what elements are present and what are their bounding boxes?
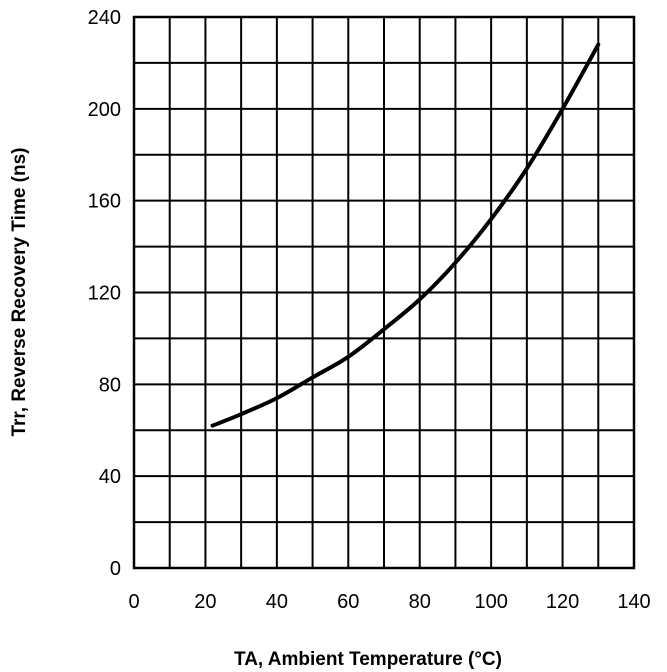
- y-tick-label: 200: [88, 99, 121, 121]
- x-tick-label: 100: [474, 591, 507, 613]
- plot-frame: [132, 15, 636, 570]
- x-tick-label: 0: [128, 591, 139, 613]
- series-layer: [210, 42, 601, 428]
- x-tick-label: 80: [409, 591, 431, 613]
- y-tick-label: 160: [88, 191, 121, 213]
- y-tick-label: 40: [99, 466, 121, 488]
- x-tick-label: 20: [194, 591, 216, 613]
- y-axis-title: Trr, Reverse Recovery Time (ns): [9, 147, 30, 436]
- y-tick-label: 120: [88, 283, 121, 305]
- x-tick-labels: 0 20 40 60 80 100 120 140: [128, 591, 650, 613]
- y-tick-label: 80: [99, 374, 121, 396]
- x-axis-title: TA, Ambient Temperature (°C): [234, 649, 502, 670]
- series-line: [210, 42, 601, 428]
- y-tick-label: 0: [110, 558, 121, 580]
- x-tick-label: 140: [617, 591, 650, 613]
- y-tick-labels: 0 40 80 120 160 200 240: [88, 7, 121, 580]
- x-tick-label: 60: [337, 591, 359, 613]
- x-tick-label: 40: [266, 591, 288, 613]
- x-tick-label: 120: [546, 591, 579, 613]
- y-tick-label: 240: [88, 7, 121, 29]
- plot-border: [132, 15, 636, 570]
